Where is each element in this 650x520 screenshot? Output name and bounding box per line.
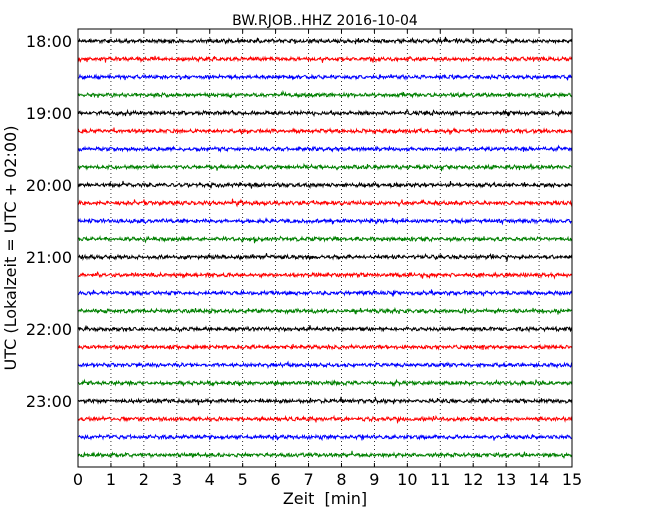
seismic-trace	[77, 289, 573, 297]
y-tick-label: 21:00	[26, 248, 72, 267]
seismic-trace	[77, 360, 573, 370]
seismic-traces	[77, 36, 573, 459]
x-axis-tick-labels: 0 1 2 3 4 5 6 7 8 9 10 11 12 13 14 15	[73, 470, 582, 489]
x-tick-label: 15	[562, 470, 582, 489]
seismic-trace	[77, 127, 573, 136]
plot-frame	[77, 28, 573, 468]
x-tick-label: 4	[205, 470, 215, 489]
seismic-trace	[77, 73, 573, 81]
seismic-trace	[77, 55, 573, 64]
x-tick-label: 1	[106, 470, 116, 489]
x-tick-label: 12	[463, 470, 483, 489]
x-tick-label: 10	[397, 470, 417, 489]
y-axis-tick-labels: 18:00 19:00 20:00 21:00 22:00 23:00	[26, 32, 72, 411]
x-tick-label: 7	[303, 470, 313, 489]
seismic-trace	[77, 36, 573, 45]
y-tick-label: 20:00	[26, 176, 72, 195]
seismic-trace	[77, 252, 573, 262]
y-tick-label: 19:00	[26, 104, 72, 123]
seismic-trace	[77, 306, 573, 315]
x-tick-label: 8	[336, 470, 346, 489]
seismic-trace	[77, 432, 573, 442]
seismic-trace	[77, 235, 573, 244]
y-tick-label: 18:00	[26, 32, 72, 51]
seismic-trace	[77, 89, 573, 99]
seismic-trace	[77, 414, 573, 425]
seismic-trace	[77, 144, 573, 153]
x-tick-label: 5	[238, 470, 248, 489]
x-tick-label: 9	[369, 470, 379, 489]
chart-title: BW.RJOB..HHZ 2016-10-04	[232, 13, 418, 29]
seismic-trace	[77, 180, 573, 189]
x-axis-label: Zeit [min]	[283, 489, 367, 508]
y-tick-label: 23:00	[26, 392, 72, 411]
seismic-trace	[77, 162, 573, 172]
x-tick-label: 13	[496, 470, 516, 489]
seismic-trace	[77, 378, 573, 388]
x-tick-label: 14	[529, 470, 549, 489]
x-tick-label: 6	[271, 470, 281, 489]
x-tick-label: 3	[172, 470, 182, 489]
seismic-trace	[77, 325, 573, 333]
y-axis-label: UTC (Lokalzeit = UTC + 02:00)	[1, 126, 20, 371]
seismic-trace	[77, 343, 573, 351]
axis-ticks	[77, 29, 573, 467]
x-tick-label: 11	[430, 470, 450, 489]
x-tick-label: 2	[139, 470, 149, 489]
seismic-trace	[77, 396, 573, 406]
seismic-trace	[77, 271, 573, 280]
x-tick-label: 0	[73, 470, 83, 489]
seismic-trace	[77, 108, 573, 118]
y-tick-label: 22:00	[26, 320, 72, 339]
seismic-trace	[77, 450, 573, 459]
seismic-trace	[77, 216, 573, 226]
seismic-trace	[77, 198, 573, 208]
